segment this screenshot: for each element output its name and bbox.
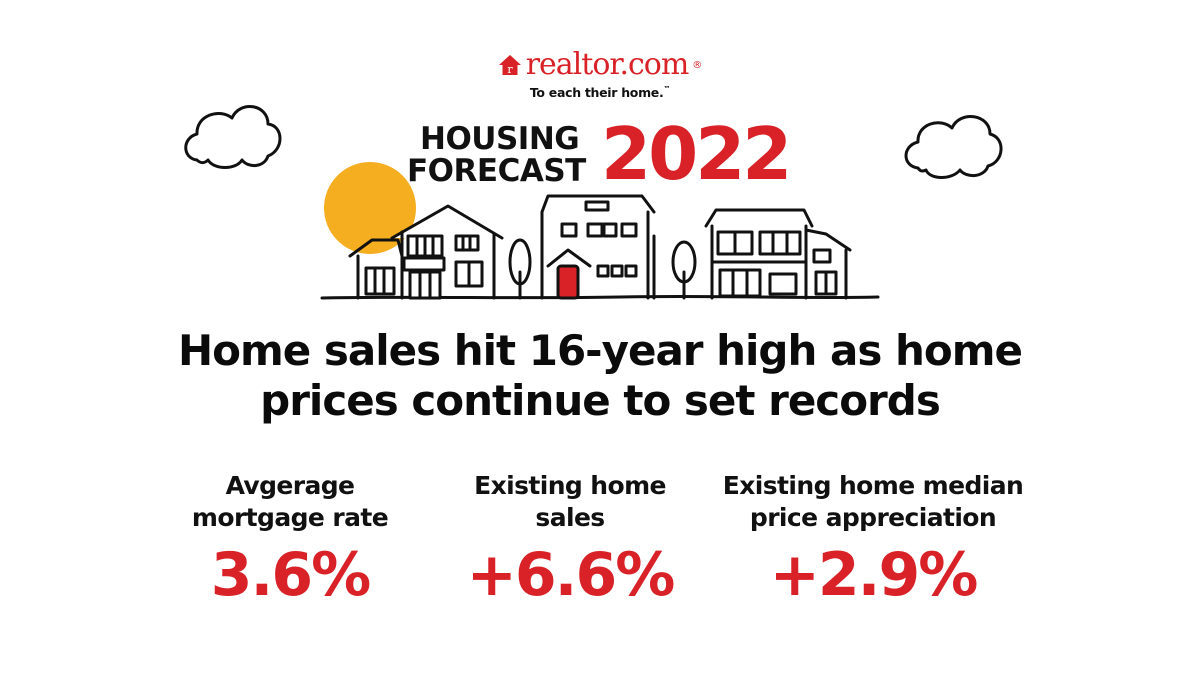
brand-tagline: To each their home.™ xyxy=(0,85,1200,100)
svg-text:r: r xyxy=(507,63,513,76)
stat-label-existing-home-sales: Existing home sales xyxy=(450,470,690,534)
house-center xyxy=(540,194,656,300)
realtor-logo[interactable]: r realtor.com ® xyxy=(498,47,703,82)
stat-label-line: Avgerage xyxy=(225,471,355,500)
red-door-icon xyxy=(556,264,580,300)
tagline-text: To each their home. xyxy=(529,85,664,100)
headline: Home sales hit 16-year high as home pric… xyxy=(100,326,1100,426)
house-left xyxy=(390,204,504,300)
stat-label-mortgage-rate: Avgerage mortgage rate xyxy=(170,470,410,534)
stat-value-price-appreciation: +2.9% xyxy=(769,540,979,610)
title-housing: HOUSING xyxy=(420,121,580,157)
cloud-left-icon xyxy=(184,105,282,169)
tree-icon xyxy=(508,238,532,300)
stat-value-mortgage-rate: 3.6% xyxy=(210,540,371,610)
stat-label-line: mortgage rate xyxy=(191,503,389,532)
title-year: 2022 xyxy=(601,112,792,196)
house-r-icon: r xyxy=(498,55,521,76)
tree-right-icon xyxy=(671,240,697,300)
brand-header: r realtor.com ® To each their home.™ xyxy=(0,50,1200,100)
house-small-right xyxy=(804,228,852,300)
sun-icon xyxy=(324,162,416,254)
houses-group xyxy=(320,194,880,300)
cloud-right-icon xyxy=(904,115,1003,179)
stat-value-existing-home-sales: +6.6% xyxy=(466,540,676,610)
title-forecast: FORECAST xyxy=(407,153,586,189)
headline-line-1: Home sales hit 16-year high as home xyxy=(178,326,1023,375)
house-right xyxy=(704,208,814,300)
tagline-trademark: ™ xyxy=(663,85,671,93)
brand-trademark: ® xyxy=(692,59,703,71)
stat-label-line: price appreciation xyxy=(749,503,997,532)
stat-label-line: sales xyxy=(535,503,605,532)
house-small-left xyxy=(348,238,404,300)
stat-label-price-appreciation: Existing home median price appreciation xyxy=(700,470,1046,534)
headline-line-2: prices continue to set records xyxy=(260,376,941,425)
brand-name: realtor.com xyxy=(525,47,690,82)
ground-line xyxy=(320,294,880,300)
stat-label-line: Existing home xyxy=(474,471,666,500)
stat-label-line: Existing home median xyxy=(722,471,1024,500)
